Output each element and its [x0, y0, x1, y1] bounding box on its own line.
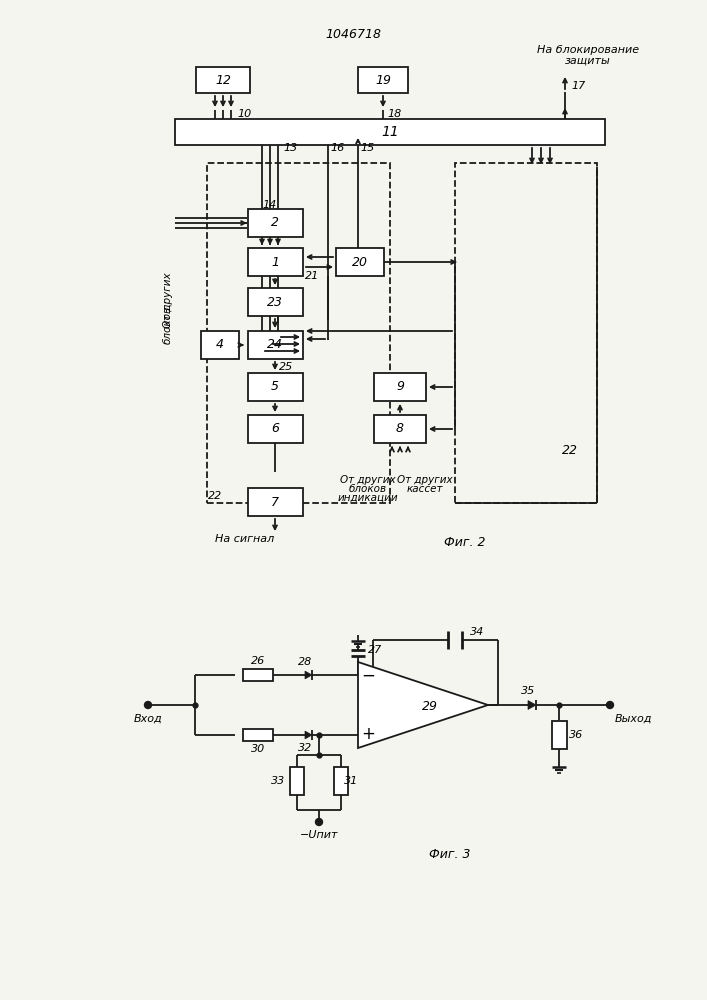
- Text: 7: 7: [271, 495, 279, 508]
- Polygon shape: [358, 662, 488, 748]
- Text: −Uпит: −Uпит: [300, 830, 338, 840]
- Bar: [455, 163, 597, 503]
- Text: 24: 24: [267, 338, 283, 352]
- Bar: [247, 288, 303, 316]
- Text: 15: 15: [360, 143, 374, 153]
- Bar: [336, 248, 384, 276]
- Text: На сигнал: На сигнал: [216, 534, 274, 544]
- Text: 19: 19: [375, 74, 391, 87]
- Bar: [374, 415, 426, 443]
- Bar: [175, 119, 605, 145]
- Bar: [374, 373, 426, 401]
- Text: 1: 1: [271, 255, 279, 268]
- Text: 14: 14: [262, 200, 276, 210]
- Text: 32: 32: [298, 743, 312, 753]
- Text: 31: 31: [344, 776, 358, 786]
- Text: защиты: защиты: [565, 56, 611, 66]
- Text: 13: 13: [283, 143, 297, 153]
- Bar: [290, 767, 304, 795]
- Bar: [247, 331, 303, 359]
- Bar: [243, 669, 273, 681]
- Text: 36: 36: [569, 730, 583, 740]
- Polygon shape: [305, 731, 312, 739]
- Bar: [334, 767, 348, 795]
- Text: 10: 10: [237, 109, 251, 119]
- Text: +: +: [361, 725, 375, 743]
- Text: −: −: [361, 667, 375, 685]
- Text: 35: 35: [521, 686, 535, 696]
- Bar: [243, 729, 273, 741]
- Bar: [551, 721, 566, 749]
- Text: 29: 29: [422, 700, 438, 714]
- Text: 11: 11: [381, 125, 399, 139]
- Text: 2: 2: [271, 217, 279, 230]
- Text: 12: 12: [215, 74, 231, 87]
- Text: 28: 28: [298, 657, 312, 667]
- Text: От других: От других: [340, 475, 396, 485]
- Text: Выход: Выход: [615, 714, 653, 724]
- Text: От других: От других: [163, 272, 173, 328]
- Text: 30: 30: [251, 744, 265, 754]
- Bar: [196, 67, 250, 93]
- Text: 5: 5: [271, 380, 279, 393]
- Text: От других: От других: [397, 475, 452, 485]
- Polygon shape: [528, 701, 536, 709]
- Text: 1046718: 1046718: [325, 28, 381, 41]
- Bar: [207, 163, 390, 503]
- Bar: [247, 373, 303, 401]
- Bar: [247, 488, 303, 516]
- Bar: [201, 331, 239, 359]
- Text: 22: 22: [208, 491, 222, 501]
- Circle shape: [315, 818, 322, 826]
- Text: 17: 17: [571, 81, 585, 91]
- Text: На блокирование: На блокирование: [537, 45, 639, 55]
- Text: Вход: Вход: [134, 714, 163, 724]
- Text: Фиг. 2: Фиг. 2: [444, 536, 486, 550]
- Text: 34: 34: [470, 627, 484, 637]
- Circle shape: [144, 702, 151, 708]
- Text: 8: 8: [396, 422, 404, 436]
- Bar: [247, 248, 303, 276]
- Text: блоков: блоков: [163, 306, 173, 344]
- Bar: [247, 209, 303, 237]
- Polygon shape: [305, 671, 312, 679]
- Text: 18: 18: [387, 109, 402, 119]
- Bar: [358, 67, 408, 93]
- Text: 27: 27: [368, 645, 382, 655]
- Text: 4: 4: [216, 338, 224, 352]
- Text: 26: 26: [251, 656, 265, 666]
- Text: 6: 6: [271, 422, 279, 436]
- Text: 22: 22: [562, 444, 578, 456]
- Circle shape: [607, 702, 614, 708]
- Text: Фиг. 3: Фиг. 3: [429, 848, 471, 861]
- Text: блоков: блоков: [349, 484, 387, 494]
- Text: 21: 21: [305, 271, 320, 281]
- Text: 25: 25: [279, 362, 293, 372]
- Text: 16: 16: [330, 143, 344, 153]
- Bar: [247, 415, 303, 443]
- Text: индикации: индикации: [338, 493, 398, 503]
- Text: 9: 9: [396, 380, 404, 393]
- Text: кассет: кассет: [407, 484, 443, 494]
- Text: 33: 33: [271, 776, 285, 786]
- Text: 20: 20: [352, 255, 368, 268]
- Text: 23: 23: [267, 296, 283, 308]
